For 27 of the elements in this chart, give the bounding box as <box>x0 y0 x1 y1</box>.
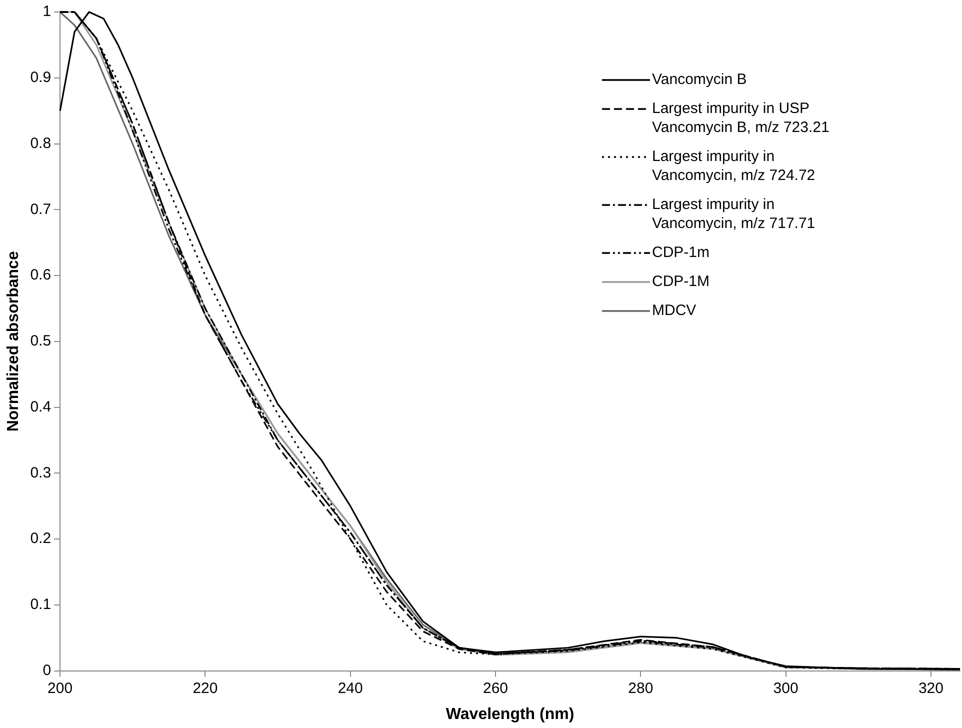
y-tick-label: 0.9 <box>30 69 52 86</box>
legend-label: Largest impurity in USP Vancomycin B, m/z 723.21 <box>652 99 830 137</box>
x-tick-label: 320 <box>918 680 944 697</box>
legend-label: MDCV <box>652 301 698 320</box>
legend-label: CDP-1M <box>652 272 711 291</box>
y-tick-label: 0.7 <box>30 200 52 218</box>
y-tick-label: 0.2 <box>30 530 52 548</box>
y-tick-label: 0.3 <box>30 464 52 482</box>
x-tick-label: 240 <box>338 680 363 697</box>
y-tick-label: 0.1 <box>30 596 52 614</box>
legend-label: CDP-1m <box>652 243 711 262</box>
legend-label: Largest impurity in Vancomycin, m/z 717.71 <box>652 195 816 233</box>
legend-label: Vancomycin B <box>652 70 748 89</box>
x-tick-label: 280 <box>628 680 654 697</box>
y-tick-label: 0.4 <box>30 398 52 416</box>
y-axis-title: Normalized absorbance <box>5 251 22 432</box>
x-axis-title: Wavelength (nm) <box>446 706 574 723</box>
x-tick-label: 200 <box>48 680 73 697</box>
legend-label: Largest impurity in Vancomycin, m/z 724.72 <box>652 147 816 185</box>
y-tick-label: 0.8 <box>30 134 52 152</box>
y-tick-label: 0.6 <box>30 266 52 284</box>
x-tick-label: 300 <box>773 680 798 697</box>
y-tick-label: 0.5 <box>30 332 52 350</box>
y-tick-label: 1 <box>42 3 52 20</box>
x-tick-label: 260 <box>482 680 508 697</box>
y-tick-label: 0 <box>42 662 52 679</box>
x-tick-label: 220 <box>192 680 218 697</box>
